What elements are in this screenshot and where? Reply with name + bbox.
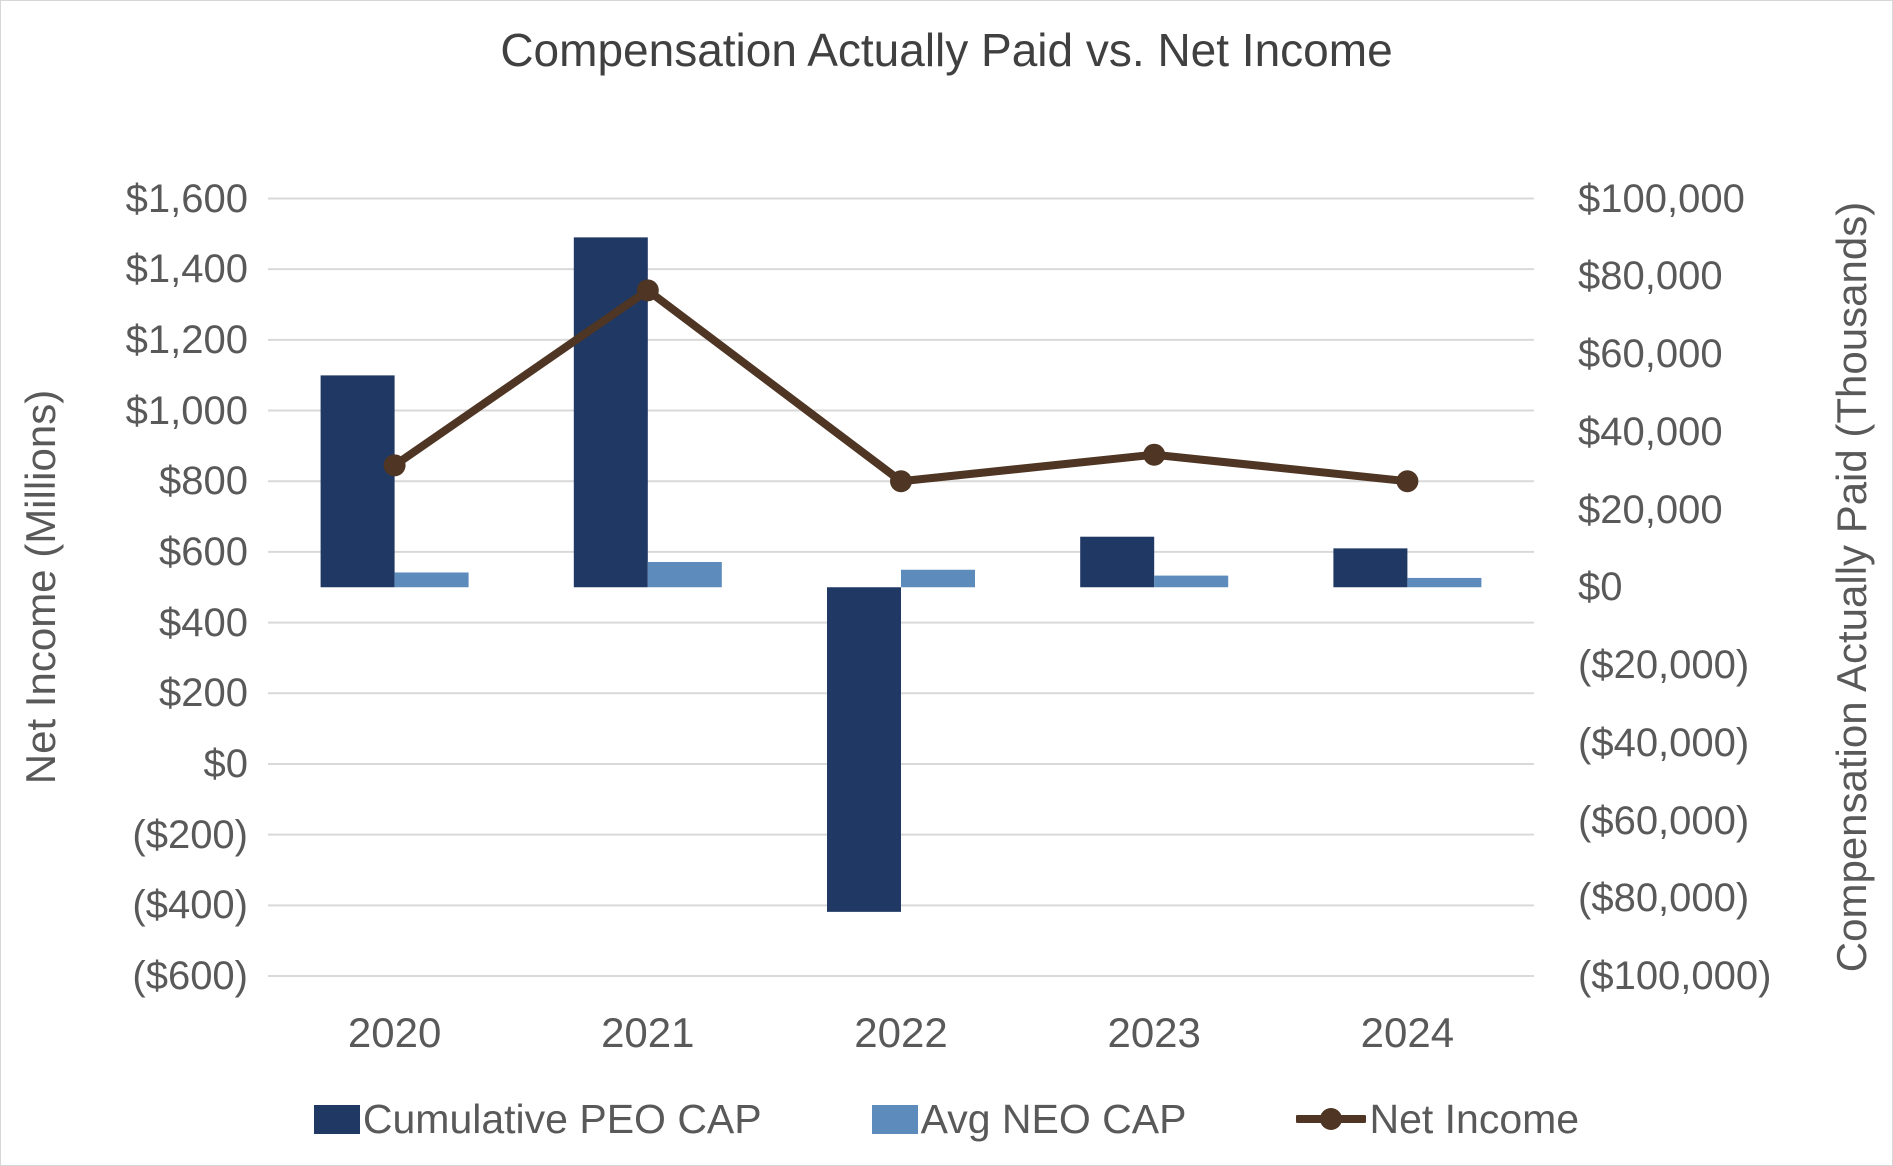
left-axis-tick-label: $400 [159, 600, 248, 645]
right-axis-tick-label: $20,000 [1578, 487, 1723, 532]
bar-cumulative-peo-cap-2020 [320, 375, 395, 588]
bar-avg-neo-cap-2023 [1154, 575, 1229, 588]
right-axis-tick-label: ($60,000) [1578, 798, 1750, 843]
x-axis-label-2020: 2020 [347, 1009, 442, 1056]
left-axis-tick-label: $600 [159, 529, 248, 574]
left-axis-tick-label: $800 [159, 459, 248, 504]
left-axis-tick-label: ($200) [132, 812, 248, 857]
right-axis-tick-label: ($80,000) [1578, 876, 1750, 921]
right-axis-tick-label: $80,000 [1578, 254, 1723, 299]
right-axis-tick-label: $60,000 [1578, 332, 1723, 376]
line-net-income [390, 286, 1412, 486]
left-axis-tick-label: $1,200 [125, 317, 248, 362]
right-axis-tick-label: $100,000 [1578, 176, 1745, 221]
legend-swatch-icon [871, 1104, 918, 1134]
x-axis-label-2022: 2022 [854, 1009, 948, 1056]
left-axis-tick-label: $1,600 [125, 176, 248, 221]
left-axis-tick-label: ($600) [132, 954, 248, 998]
left-axis-tick-label: $1,000 [125, 388, 248, 433]
bar-avg-neo-cap-2024 [1407, 577, 1482, 588]
bar-cumulative-peo-cap-2024 [1333, 548, 1408, 588]
legend-item-avg-neo-cap: Avg NEO CAP [871, 1095, 1187, 1143]
data-point-net-income-2024 [1396, 470, 1419, 493]
right-axis-tick-label: ($20,000) [1578, 643, 1750, 687]
legend-label: Avg NEO CAP [920, 1095, 1187, 1142]
chart-title: Compensation Actually Paid vs. Net Incom… [500, 24, 1393, 76]
legend-swatch-icon [313, 1104, 360, 1134]
bar-avg-neo-cap-2021 [647, 561, 722, 588]
right-axis-tick-label: $0 [1578, 565, 1623, 610]
left-axis-tick-label: $200 [159, 671, 248, 716]
legend-item-cumulative-peo-cap: Cumulative PEO CAP [313, 1095, 762, 1143]
data-point-net-income-2020 [383, 454, 406, 477]
left-axis-tick-label: $0 [203, 741, 249, 786]
right-axis-tick-label: ($100,000) [1578, 954, 1772, 998]
bar-cumulative-peo-cap-2021 [573, 237, 648, 588]
legend-item-net-income: Net Income [1296, 1096, 1579, 1143]
bar-avg-neo-cap-2022 [901, 569, 975, 588]
x-axis-label-2024: 2024 [1360, 1009, 1455, 1056]
legend: Cumulative PEO CAP Avg NEO CAP Net Income [1, 1089, 1892, 1149]
x-axis-label-2023: 2023 [1107, 1009, 1201, 1056]
data-point-net-income-2022 [890, 470, 912, 493]
bar-avg-neo-cap-2020 [394, 572, 469, 588]
data-point-net-income-2023 [1143, 443, 1166, 466]
left-axis-tick-label: ($400) [132, 883, 248, 928]
right-axis-title: Compensation Actually Paid (Thousands) [1828, 201, 1875, 973]
bar-cumulative-peo-cap-2022 [827, 587, 901, 912]
bar-cumulative-peo-cap-2023 [1080, 536, 1155, 588]
legend-label: Cumulative PEO CAP [362, 1095, 762, 1142]
left-axis-title: Net Income (Millions) [17, 389, 64, 785]
right-axis-tick-label: $40,000 [1578, 409, 1723, 454]
legend-label: Net Income [1369, 1095, 1580, 1142]
left-axis-tick-label: $1,400 [125, 247, 248, 292]
legend-line-marker-icon [1296, 1108, 1367, 1130]
data-point-net-income-2021 [636, 279, 659, 302]
x-axis-label-2021: 2021 [601, 1009, 695, 1056]
right-axis-tick-label: ($40,000) [1578, 720, 1750, 765]
